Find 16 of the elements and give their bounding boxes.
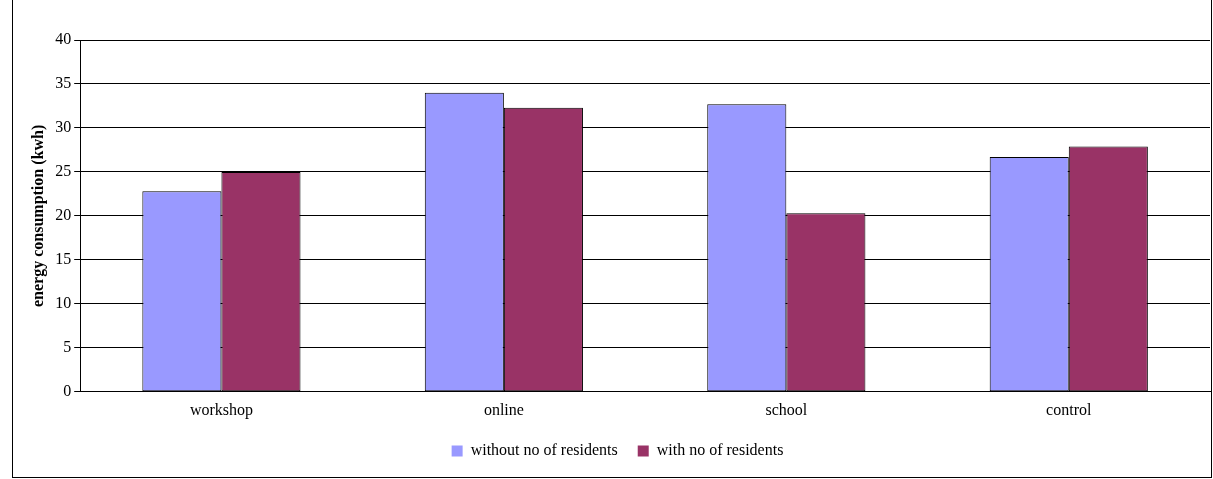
x-tick-label: control <box>1046 400 1092 418</box>
y-tick-label: 25 <box>55 162 72 180</box>
legend-label: with no of residents <box>656 441 784 459</box>
y-tick-label: 35 <box>55 74 72 92</box>
y-tick-label: 5 <box>63 338 72 356</box>
y-tick-label: 30 <box>55 118 72 136</box>
y-tick-label: 40 <box>55 30 72 48</box>
y-tick-label: 15 <box>55 250 72 268</box>
y-tick-label: 10 <box>55 294 72 312</box>
y-tick-label: 20 <box>55 206 72 224</box>
x-tick-label: school <box>765 400 808 418</box>
y-tick-label: 0 <box>63 382 72 399</box>
x-tick-label: online <box>483 400 524 418</box>
y-axis-title: energy consumption (kwh) <box>28 124 47 308</box>
legend-label: without no of residents <box>470 441 618 459</box>
x-tick-label: workshop <box>189 400 253 419</box>
